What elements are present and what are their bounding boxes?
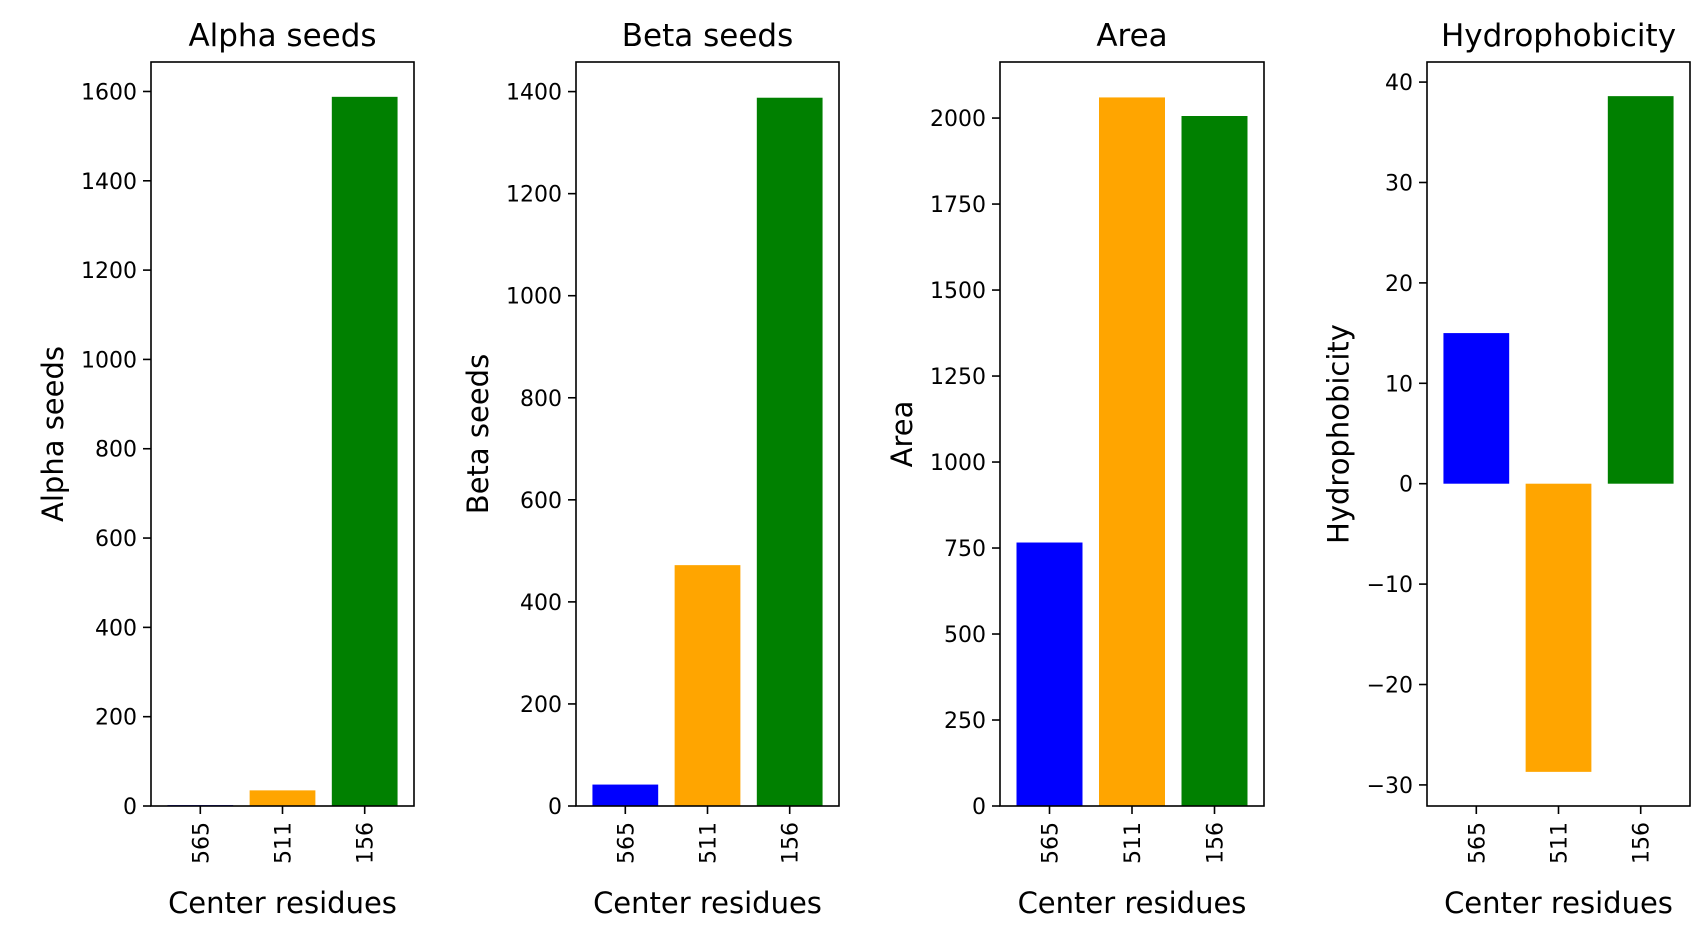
y-tick-label: 10 — [1385, 372, 1413, 397]
x-axis-label: Center residues — [168, 886, 397, 920]
x-tick-label: 156 — [1204, 822, 1229, 864]
y-tick-label: 1500 — [930, 279, 986, 304]
x-axis-label: Center residues — [1018, 886, 1247, 920]
y-tick-label: 40 — [1385, 71, 1413, 96]
bar-156 — [756, 97, 823, 807]
y-tick-label: 200 — [95, 706, 137, 731]
bar-156 — [1181, 116, 1248, 806]
y-tick-label: 1000 — [506, 285, 562, 310]
y-tick-label: 1250 — [930, 365, 986, 390]
x-tick-label: 511 — [697, 822, 722, 864]
bar-511 — [1525, 483, 1592, 772]
x-axis-label: Center residues — [593, 886, 822, 920]
y-tick-label: 1000 — [81, 348, 137, 373]
chart-title: Beta seeds — [622, 18, 793, 54]
chart-panel-2: 0 250 500 750 1000 1250 1500 1750 2000 565 511 156 A… — [885, 18, 1265, 920]
x-tick-label: 156 — [779, 822, 804, 864]
y-axis-label: Area — [885, 401, 919, 468]
y-tick-label: 600 — [520, 489, 562, 514]
x-tick-label: 565 — [614, 822, 639, 864]
y-tick-label: 200 — [520, 693, 562, 718]
x-tick-label: 156 — [354, 822, 379, 864]
x-tick-label: 565 — [1039, 822, 1064, 864]
chart-title: Alpha seeds — [188, 18, 376, 54]
y-tick-label: −20 — [1367, 674, 1413, 699]
y-tick-label: 2000 — [930, 107, 986, 132]
y-tick-label: 500 — [944, 623, 986, 648]
y-tick-label: 0 — [548, 795, 562, 820]
bar-565 — [1016, 542, 1083, 806]
y-tick-label: 600 — [95, 527, 137, 552]
y-tick-label: 1400 — [506, 81, 562, 106]
bar-156 — [1607, 96, 1674, 484]
y-tick-label: 0 — [1399, 473, 1413, 498]
x-tick-label: 511 — [1121, 822, 1146, 864]
bar-565 — [1443, 333, 1510, 484]
chart-title: Hydrophobicity — [1441, 18, 1676, 54]
x-tick-label: 565 — [189, 822, 214, 864]
chart-panel-3: −30 −20 −10 0 10 20 30 40 565 511 156 Hydrophobicit… — [1322, 18, 1691, 920]
y-tick-label: 800 — [520, 387, 562, 412]
chart-panel-1: 0 200 400 600 800 1000 1200 1400 565 511 156 Beta s… — [461, 18, 840, 920]
bar-511 — [1099, 97, 1165, 807]
x-tick-label: 565 — [1465, 822, 1490, 864]
y-tick-label: −30 — [1367, 774, 1413, 799]
x-axis-label: Center residues — [1444, 886, 1673, 920]
x-tick-label: 511 — [272, 822, 297, 864]
y-tick-label: 0 — [972, 795, 986, 820]
y-tick-label: 20 — [1385, 272, 1413, 297]
x-tick-label: 156 — [1630, 822, 1655, 864]
bar-565 — [592, 784, 659, 806]
y-tick-label: 1200 — [506, 183, 562, 208]
y-tick-label: 1400 — [81, 170, 137, 195]
chart-panel-0: 0 200 400 600 800 1000 1200 1400 1600 565 511 156 Al… — [36, 18, 415, 920]
chart-title: Area — [1096, 18, 1167, 54]
y-tick-label: 750 — [944, 537, 986, 562]
y-axis-label: Beta seeds — [461, 354, 495, 514]
y-tick-label: −10 — [1367, 573, 1413, 598]
y-axis-label: Hydrophobicity — [1322, 324, 1356, 544]
bar-511 — [674, 565, 741, 806]
bar-156 — [331, 96, 398, 806]
y-tick-label: 250 — [944, 709, 986, 734]
y-tick-label: 1200 — [81, 259, 137, 284]
y-axis-label: Alpha seeds — [36, 346, 70, 522]
y-tick-label: 0 — [123, 795, 137, 820]
y-tick-label: 800 — [95, 438, 137, 463]
x-tick-label: 511 — [1548, 822, 1573, 864]
y-tick-label: 400 — [520, 591, 562, 616]
bar-511 — [249, 790, 316, 806]
y-tick-label: 1750 — [930, 193, 986, 218]
y-tick-label: 1000 — [930, 451, 986, 476]
y-tick-label: 30 — [1385, 171, 1413, 196]
y-tick-label: 400 — [95, 616, 137, 641]
y-tick-label: 1600 — [81, 80, 137, 105]
